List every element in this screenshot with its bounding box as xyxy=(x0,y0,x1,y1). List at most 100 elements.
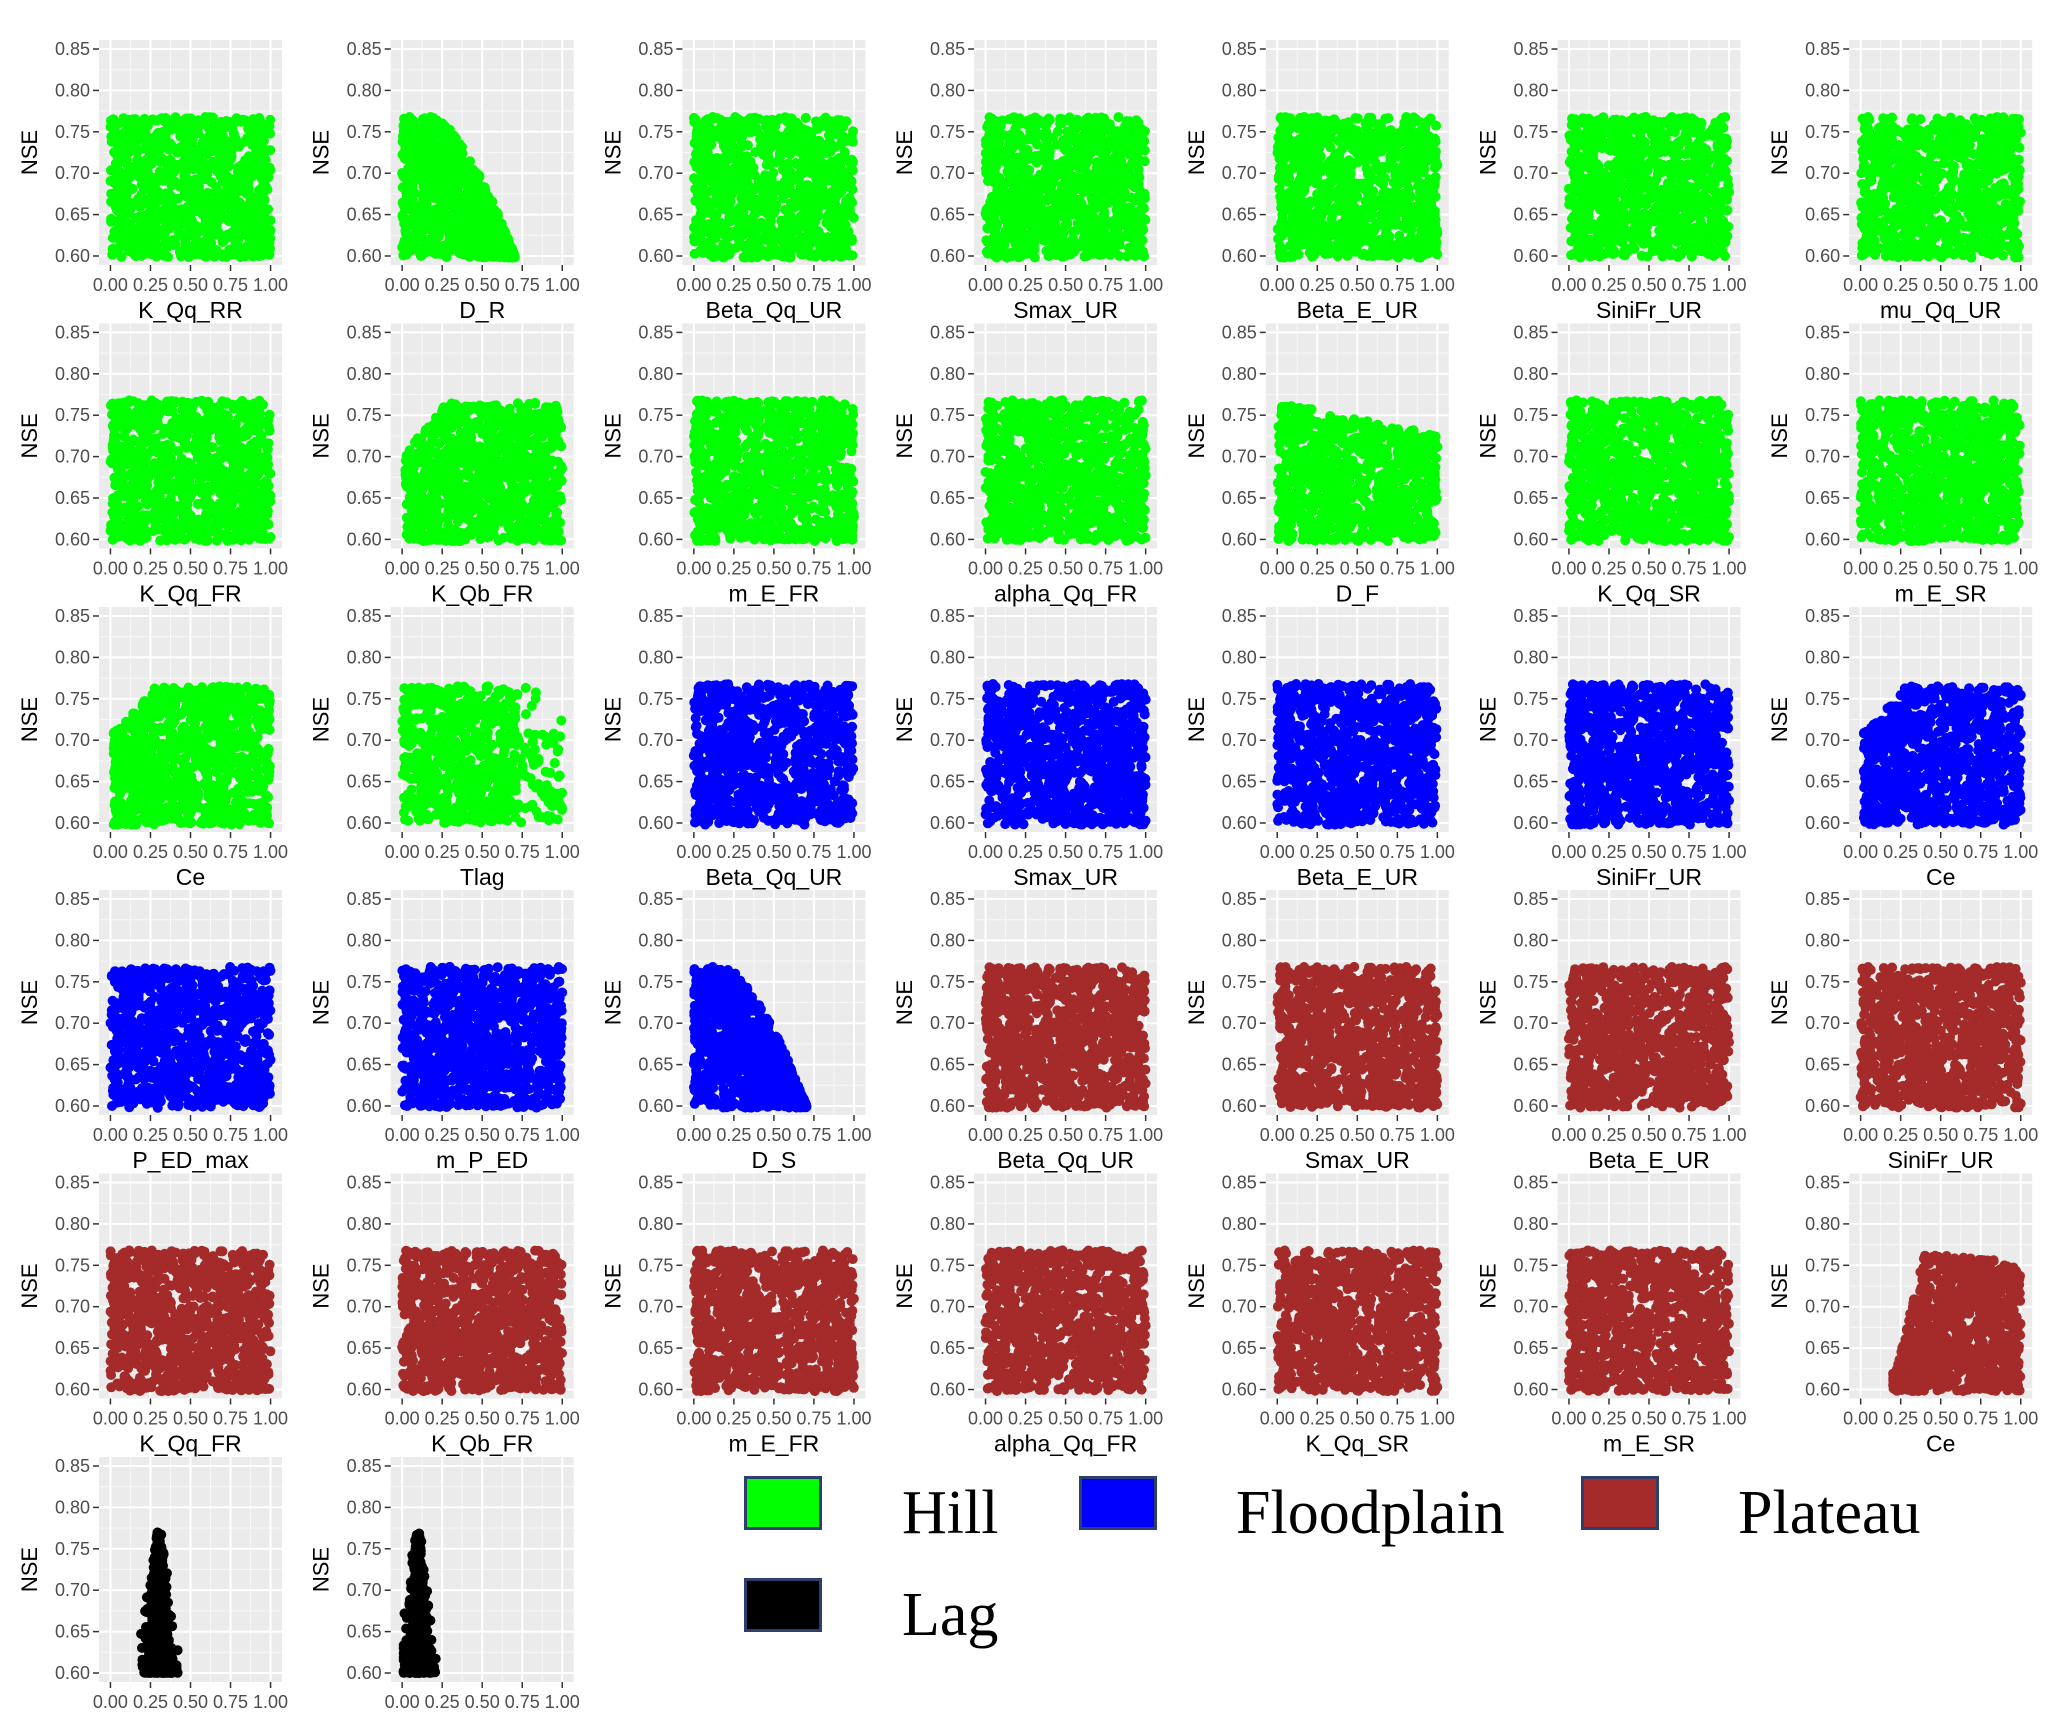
data-point xyxy=(403,233,413,243)
data-point xyxy=(689,232,699,242)
data-point xyxy=(718,136,728,146)
data-point xyxy=(179,173,189,183)
data-point xyxy=(107,137,117,147)
data-point xyxy=(208,146,218,156)
data-point xyxy=(463,251,473,261)
data-point xyxy=(697,124,707,134)
data-point xyxy=(232,113,242,123)
data-point xyxy=(441,179,451,189)
data-point xyxy=(438,146,448,156)
y-tick-label: 0.80 xyxy=(55,80,90,100)
data-point xyxy=(718,167,728,177)
data-point xyxy=(803,240,813,250)
data-point xyxy=(433,224,443,234)
data-point xyxy=(764,134,774,144)
data-point xyxy=(263,123,273,133)
data-point xyxy=(820,252,830,262)
data-point xyxy=(811,203,821,213)
data-point xyxy=(425,115,435,125)
data-point xyxy=(218,237,228,247)
data-point xyxy=(256,144,266,154)
data-point xyxy=(691,149,701,159)
points-hill xyxy=(106,112,276,262)
data-point xyxy=(705,159,715,169)
y-tick-label: 0.65 xyxy=(55,205,90,225)
data-point xyxy=(158,154,168,164)
data-point xyxy=(219,200,229,210)
data-point xyxy=(140,215,150,225)
data-point xyxy=(472,189,482,199)
points-hill xyxy=(981,112,1151,263)
data-point xyxy=(740,253,750,263)
data-point xyxy=(783,188,793,198)
data-point xyxy=(796,163,806,173)
data-point xyxy=(142,239,152,249)
x-axis-label: D_R xyxy=(459,297,505,323)
data-point xyxy=(780,147,790,157)
data-point xyxy=(446,196,456,206)
data-point xyxy=(796,211,806,221)
x-tick-label: 0.75 xyxy=(505,275,540,295)
data-point xyxy=(230,237,240,247)
data-point xyxy=(727,127,737,137)
x-tick-label: 1.00 xyxy=(253,275,288,295)
y-tick-label: 0.70 xyxy=(55,163,90,183)
data-point xyxy=(230,222,240,232)
data-point xyxy=(264,233,274,243)
data-point xyxy=(832,247,842,257)
data-point xyxy=(509,251,519,261)
data-point xyxy=(452,207,462,217)
data-point xyxy=(830,190,840,200)
data-point xyxy=(430,151,440,161)
data-point xyxy=(439,241,449,251)
data-point xyxy=(695,165,705,175)
data-point xyxy=(826,123,836,133)
data-point xyxy=(746,127,756,137)
data-point xyxy=(414,219,424,229)
data-point xyxy=(690,249,700,259)
data-point xyxy=(223,156,233,166)
data-point xyxy=(433,191,443,201)
data-point xyxy=(209,127,219,137)
y-axis-label: NSE xyxy=(309,130,334,175)
x-tick-label: 0.00 xyxy=(385,275,420,295)
data-point xyxy=(160,142,170,152)
data-point xyxy=(716,115,726,125)
data-point xyxy=(813,158,823,168)
panel-1: 0.600.650.700.750.800.850.00 0.25 0.50 0.75… xyxy=(17,39,288,323)
points-hill xyxy=(689,112,859,263)
data-point xyxy=(154,210,164,220)
y-tick-label: 0.65 xyxy=(347,205,382,225)
data-point xyxy=(848,165,858,175)
data-point xyxy=(696,209,706,219)
data-point xyxy=(802,128,812,138)
y-tick-label: 0.75 xyxy=(55,122,90,142)
data-point xyxy=(457,176,467,186)
data-point xyxy=(840,136,850,146)
data-point xyxy=(476,213,486,223)
data-point xyxy=(726,117,736,127)
y-tick-label: 0.60 xyxy=(55,246,90,266)
y-tick-label: 0.85 xyxy=(347,39,382,59)
data-point xyxy=(727,245,737,255)
data-point xyxy=(407,192,417,202)
data-point xyxy=(832,223,842,233)
x-tick-label: 0.25 xyxy=(133,275,168,295)
data-point xyxy=(733,181,743,191)
data-point xyxy=(437,211,447,221)
data-point xyxy=(191,249,201,259)
data-point xyxy=(735,116,745,126)
data-point xyxy=(780,246,790,256)
data-point xyxy=(169,167,179,177)
data-point xyxy=(837,239,847,249)
data-point xyxy=(168,208,178,218)
data-point xyxy=(474,201,484,211)
data-point xyxy=(442,252,452,262)
data-point xyxy=(245,224,255,234)
data-point xyxy=(745,194,755,204)
data-point xyxy=(398,171,408,181)
data-point xyxy=(226,145,236,155)
data-point xyxy=(783,113,793,123)
data-point xyxy=(187,144,197,154)
